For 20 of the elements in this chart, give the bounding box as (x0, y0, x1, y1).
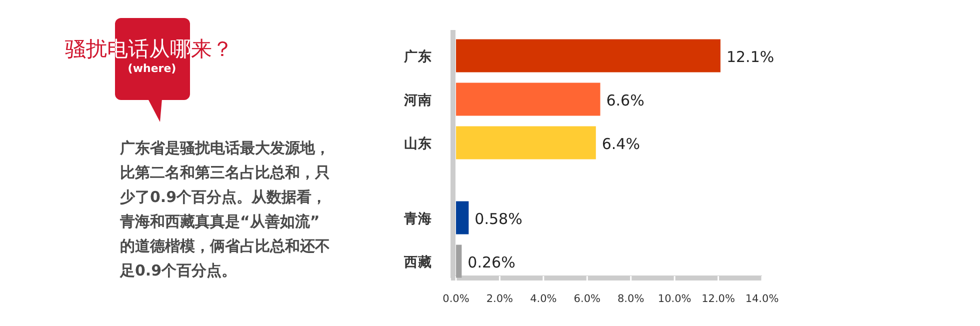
y-tick-label: 西藏 (403, 254, 432, 270)
x-tick-label: 8.0% (618, 293, 644, 305)
y-tick-label: 广东 (403, 48, 432, 65)
x-tick-label: 2.0% (486, 293, 514, 305)
x-tick-label: 10.0% (658, 293, 692, 305)
data-label: 6.6% (606, 91, 644, 110)
data-label: 0.58% (474, 210, 522, 228)
x-tick-label: 0.0% (442, 293, 470, 305)
text: 广东省是骚扰电话最大发源地，比第二名和第三名占比总和，只少了0.9个百分点。从数据看，青海和西藏真真是“从善如流”的道德楷模，俩省占比总和还不足0.9个百分点。 (119, 139, 330, 280)
data-label: 12.1% (726, 48, 774, 66)
data-label: 6.4% (602, 134, 640, 153)
text: (where) (128, 62, 176, 75)
y-tick-label: 青海 (403, 210, 432, 227)
y-tick-label: 河南 (403, 92, 432, 108)
x-tick-label: 6.0% (574, 293, 600, 305)
x-tick-label: 14.0% (745, 293, 779, 305)
data-label: 0.26% (468, 253, 516, 272)
x-tick-label: 4.0% (530, 293, 557, 305)
x-tick-label: 12.0% (702, 293, 735, 305)
y-tick-label: 山东 (404, 134, 432, 152)
